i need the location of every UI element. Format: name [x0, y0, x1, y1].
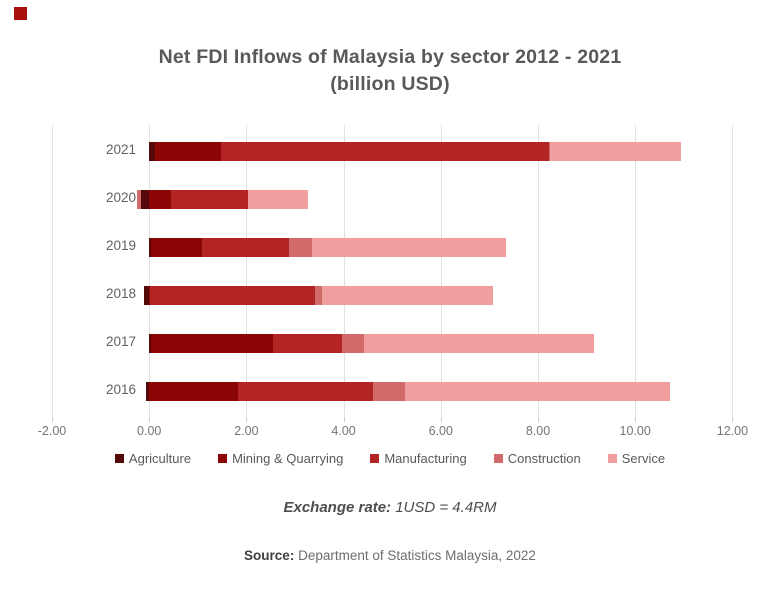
- bar-segment-agriculture-2017: [149, 333, 151, 353]
- x-tick-label-2.00: 2.00: [234, 424, 259, 438]
- category-label-2016: 2016: [105, 382, 136, 397]
- bar-segment-agriculture-2020: [140, 189, 150, 209]
- exchange-rate-label: Exchange rate:: [283, 499, 392, 516]
- bar-segment-service-2018: [322, 285, 493, 305]
- exchange-rate-note: Exchange rate: 1USD = 4.4RM: [0, 499, 780, 516]
- chart-title: Net FDI Inflows of Malaysia by sector 20…: [0, 44, 780, 98]
- legend-swatch-icon-mining-quarrying: [218, 454, 228, 463]
- bar-segment-agriculture-2018: [144, 285, 150, 305]
- legend-label-construction: Construction: [507, 451, 581, 466]
- bar-segment-manufacturing-2016: [237, 381, 374, 401]
- legend-swatch-icon-construction: [493, 454, 503, 463]
- bar-segment-service-2019: [312, 237, 507, 257]
- logo-red-square: [14, 7, 27, 20]
- category-label-2020: 2020: [105, 190, 136, 205]
- legend-swatch-icon-manufacturing: [370, 454, 380, 463]
- bar-segment-mining-quarrying-2016: [149, 381, 238, 401]
- gridline-12.00: [732, 125, 734, 417]
- chart-legend: Agriculture Mining & Quarrying Manufacturi…: [0, 451, 780, 466]
- bar-segment-construction-2017: [342, 333, 364, 353]
- bar-segment-construction-2021: [549, 141, 551, 161]
- gridline-2.00: [246, 125, 248, 417]
- bar-segment-service-2020: [247, 189, 308, 209]
- bar-segment-manufacturing-2021: [221, 141, 550, 161]
- category-label-2017: 2017: [105, 334, 136, 349]
- gridline-6.00: [440, 125, 442, 417]
- gridline-0.00: [149, 125, 151, 417]
- bar-segment-service-2016: [405, 381, 671, 401]
- chart-title-line1: Net FDI Inflows of Malaysia by sector 20…: [158, 46, 622, 68]
- x-axis-tick--2.00: [52, 417, 53, 422]
- bar-segment-manufacturing-2019: [202, 237, 290, 257]
- x-axis-tick-10.00: [635, 417, 637, 422]
- bar-segment-construction-2019: [289, 237, 313, 257]
- source-value: Department of Statistics Malaysia, 2022: [298, 548, 536, 563]
- source-label: Source:: [244, 548, 295, 563]
- x-axis-tick-2.00: [246, 417, 248, 422]
- legend-swatch-icon-service: [607, 454, 617, 463]
- category-label-2018: 2018: [105, 286, 136, 301]
- legend-item-mining-quarrying: Mining & Quarrying: [218, 451, 343, 466]
- x-axis-tick-4.00: [343, 417, 345, 422]
- bar-segment-mining-quarrying-2021: [155, 141, 222, 161]
- exchange-rate-value: 1USD = 4.4RM: [395, 499, 497, 516]
- bar-segment-agriculture-2019: [149, 237, 151, 257]
- legend-label-agriculture: Agriculture: [128, 451, 192, 466]
- legend-swatch-icon-agriculture: [114, 454, 124, 463]
- legend-label-mining-quarrying: Mining & Quarrying: [232, 451, 344, 466]
- x-tick-label-6.00: 6.00: [428, 424, 453, 438]
- category-label-2019: 2019: [105, 238, 136, 253]
- x-axis-tick-8.00: [538, 417, 539, 422]
- bar-segment-manufacturing-2018: [150, 285, 316, 305]
- x-tick-label--2.00: -2.00: [37, 424, 67, 438]
- legend-item-manufacturing: Manufacturing: [370, 451, 467, 466]
- source-note: Source: Department of Statistics Malaysi…: [0, 548, 780, 563]
- gridline-8.00: [538, 125, 539, 417]
- x-tick-label-0.00: 0.00: [137, 424, 162, 438]
- bar-segment-manufacturing-2020: [171, 189, 248, 209]
- legend-label-manufacturing: Manufacturing: [384, 451, 467, 466]
- x-tick-label-10.00: 10.00: [619, 424, 651, 438]
- x-axis-tick-6.00: [440, 417, 442, 422]
- gridline-4.00: [343, 125, 345, 417]
- chart-title-line2: (billion USD): [330, 73, 450, 95]
- bar-segment-agriculture-2016: [145, 381, 150, 401]
- x-tick-label-8.00: 8.00: [525, 424, 551, 438]
- gridline--2.00: [52, 125, 53, 417]
- bar-segment-manufacturing-2017: [272, 333, 343, 353]
- legend-item-agriculture: Agriculture: [114, 451, 192, 466]
- x-axis-tick-12.00: [732, 417, 734, 422]
- x-tick-label-12.00: 12.00: [716, 424, 749, 438]
- category-label-2021: 2021: [105, 142, 136, 157]
- bar-segment-mining-quarrying-2019: [150, 237, 203, 257]
- legend-label-service: Service: [621, 451, 666, 466]
- bar-segment-mining-quarrying-2018: [149, 285, 151, 305]
- legend-item-service: Service: [607, 451, 666, 466]
- x-axis-tick-0.00: [149, 417, 151, 422]
- bar-segment-construction-2018: [315, 285, 323, 305]
- bar-segment-service-2017: [364, 333, 595, 353]
- bar-segment-construction-2020: [136, 189, 141, 209]
- bar-segment-service-2021: [550, 141, 682, 161]
- bar-segment-mining-quarrying-2020: [149, 189, 172, 209]
- bar-segment-agriculture-2021: [149, 141, 156, 161]
- bar-segment-mining-quarrying-2017: [150, 333, 273, 353]
- bar-segment-construction-2016: [373, 381, 406, 401]
- gridline-10.00: [635, 125, 637, 417]
- x-tick-label-4.00: 4.00: [331, 424, 356, 438]
- legend-item-construction: Construction: [493, 451, 581, 466]
